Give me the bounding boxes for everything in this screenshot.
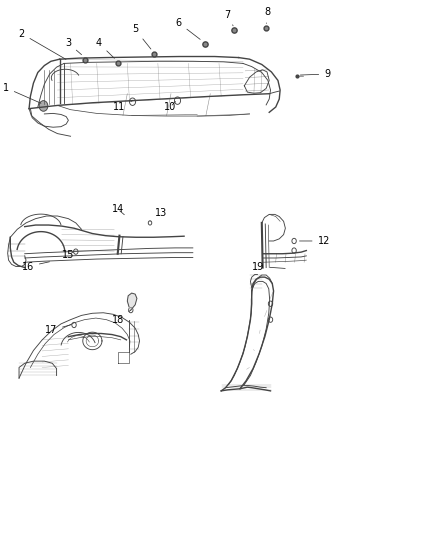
Text: 15: 15 <box>62 250 74 260</box>
Polygon shape <box>127 293 137 310</box>
Text: 13: 13 <box>150 208 167 221</box>
Text: 14: 14 <box>112 204 124 215</box>
Text: 5: 5 <box>132 25 151 49</box>
Text: 12: 12 <box>300 236 330 246</box>
Text: 7: 7 <box>225 10 233 26</box>
Text: 9: 9 <box>300 69 330 79</box>
Circle shape <box>39 101 48 111</box>
Text: 11: 11 <box>113 101 133 112</box>
Text: 3: 3 <box>65 38 81 55</box>
Text: 17: 17 <box>45 325 71 335</box>
Text: 6: 6 <box>176 18 200 39</box>
Text: 10: 10 <box>164 102 176 112</box>
Text: 4: 4 <box>96 38 114 58</box>
Text: 1: 1 <box>3 83 41 103</box>
Text: 19: 19 <box>252 262 285 271</box>
Text: 8: 8 <box>264 7 270 23</box>
Text: 2: 2 <box>18 29 66 59</box>
Text: 18: 18 <box>112 310 131 325</box>
Text: 16: 16 <box>21 262 49 271</box>
